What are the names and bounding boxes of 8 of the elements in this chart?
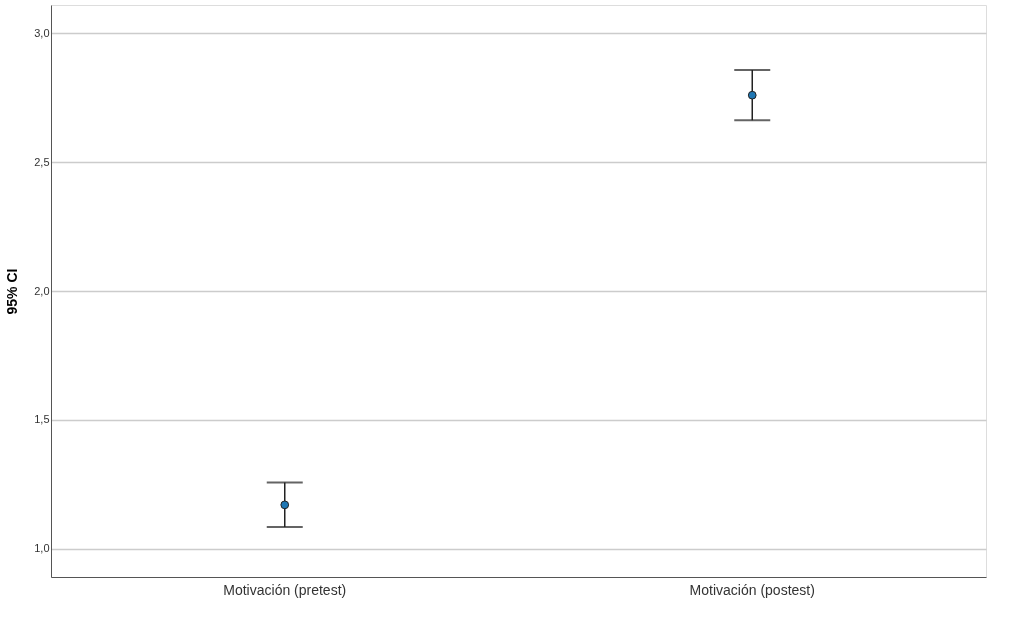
y-tick-label: 2,0 — [34, 284, 50, 297]
y-tick-label: 1,5 — [34, 413, 50, 426]
y-tick-label: 1,0 — [34, 542, 50, 555]
x-tick-label: Motivación (pretest) — [223, 581, 347, 598]
x-tick-label: Motivación (postest) — [689, 581, 815, 598]
y-tick-label: 2,5 — [34, 155, 50, 168]
y-tick-label: 3,0 — [34, 26, 50, 39]
y-axis-title: 95% CI — [4, 268, 21, 315]
